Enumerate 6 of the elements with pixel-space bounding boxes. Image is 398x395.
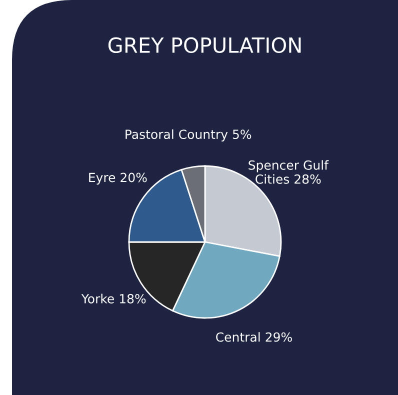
- chart-title: GREY POPULATION: [108, 37, 301, 54]
- slice-label: Pastoral Country 5%: [126, 129, 252, 142]
- slice-label: Yorke 18%: [81, 294, 146, 304]
- slice-label: Eyre 20%: [89, 172, 147, 185]
- slice-label: Spencer Gulf Cities 28%: [248, 160, 329, 184]
- slice-label: Central 29%: [216, 332, 292, 342]
